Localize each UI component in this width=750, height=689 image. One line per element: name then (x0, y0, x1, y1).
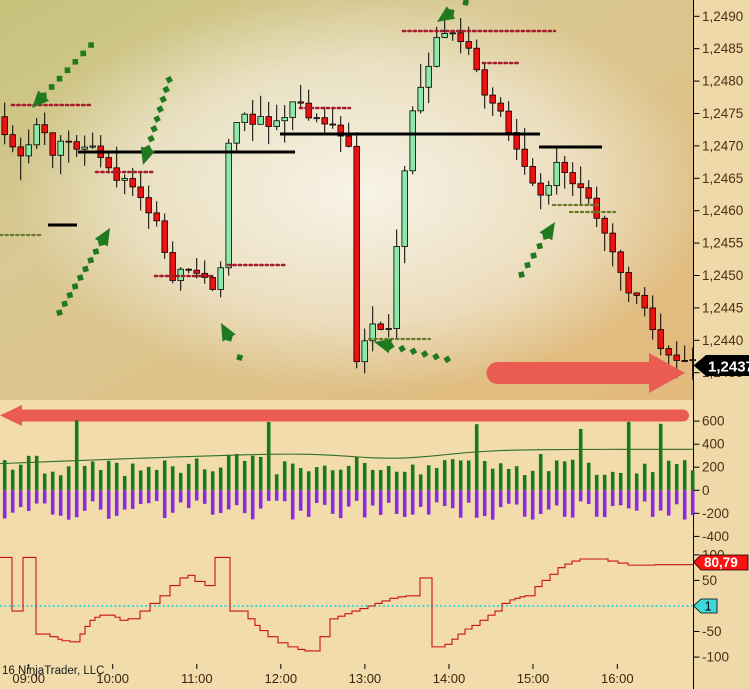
svg-text:1,2445: 1,2445 (702, 300, 743, 315)
svg-text:1,2490: 1,2490 (702, 9, 743, 24)
svg-text:11:00: 11:00 (181, 671, 213, 686)
svg-text:14:00: 14:00 (433, 671, 466, 686)
svg-text:600: 600 (702, 414, 725, 429)
svg-text:1,2465: 1,2465 (702, 171, 743, 186)
svg-text:1,2485: 1,2485 (702, 41, 743, 56)
svg-text:-100: -100 (702, 650, 729, 664)
svg-text:80,79: 80,79 (704, 555, 738, 570)
svg-text:1,2475: 1,2475 (702, 106, 743, 121)
svg-text:200: 200 (702, 460, 725, 475)
svg-text:10:00: 10:00 (96, 671, 129, 686)
svg-text:1,2455: 1,2455 (702, 236, 743, 251)
svg-text:1,2440: 1,2440 (702, 333, 743, 348)
svg-text:50: 50 (702, 573, 717, 588)
svg-text:15:00: 15:00 (517, 671, 550, 686)
svg-text:12:00: 12:00 (265, 671, 298, 686)
svg-text:1,2480: 1,2480 (702, 74, 743, 89)
svg-text:16:00: 16:00 (601, 671, 634, 686)
svg-text:1,2450: 1,2450 (702, 268, 743, 283)
svg-text:0: 0 (702, 483, 710, 498)
svg-text:-50: -50 (702, 624, 722, 639)
svg-text:1,2470: 1,2470 (702, 138, 743, 153)
svg-text:09:00: 09:00 (12, 671, 45, 686)
svg-text:-400: -400 (702, 529, 729, 544)
svg-text:-200: -200 (702, 506, 729, 521)
svg-text:400: 400 (702, 437, 725, 452)
svg-text:1,2437: 1,2437 (708, 359, 750, 376)
svg-text:1: 1 (705, 599, 712, 614)
svg-text:1,2460: 1,2460 (702, 203, 743, 218)
svg-text:13:00: 13:00 (349, 671, 382, 686)
